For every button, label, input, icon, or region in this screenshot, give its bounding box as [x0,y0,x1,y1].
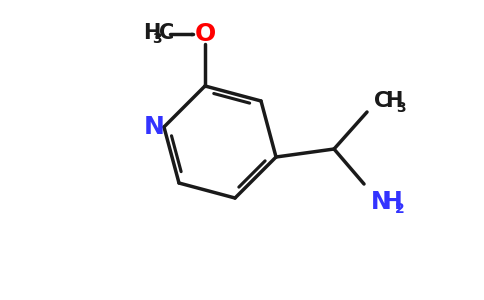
Text: C: C [159,23,174,43]
Text: 2: 2 [395,202,405,216]
Text: C: C [374,91,389,111]
Text: H: H [383,190,403,214]
Text: H: H [385,91,402,111]
Text: 3: 3 [396,101,406,115]
Text: N: N [144,115,165,139]
Text: N: N [371,190,391,214]
Text: H: H [143,23,160,43]
Text: O: O [195,22,215,46]
Text: 3: 3 [152,32,162,46]
